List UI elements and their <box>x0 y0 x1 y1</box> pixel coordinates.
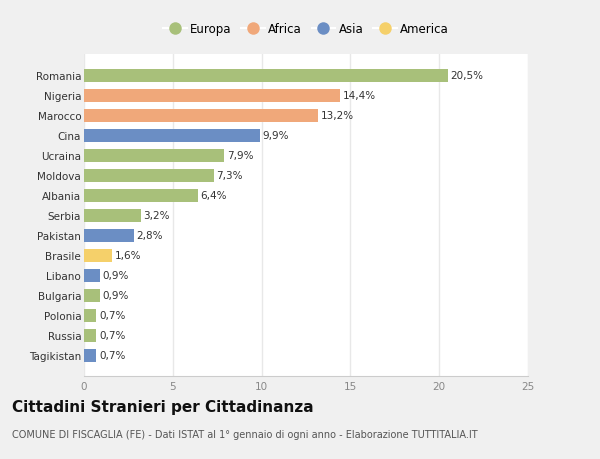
Text: 0,7%: 0,7% <box>99 350 125 360</box>
Text: 20,5%: 20,5% <box>451 71 484 81</box>
Bar <box>84 289 100 302</box>
Text: COMUNE DI FISCAGLIA (FE) - Dati ISTAT al 1° gennaio di ogni anno - Elaborazione : COMUNE DI FISCAGLIA (FE) - Dati ISTAT al… <box>12 429 478 439</box>
Bar <box>84 150 224 162</box>
Bar <box>84 349 97 362</box>
Text: Cittadini Stranieri per Cittadinanza: Cittadini Stranieri per Cittadinanza <box>12 399 314 414</box>
Text: 14,4%: 14,4% <box>343 91 376 101</box>
Bar <box>84 169 214 182</box>
Text: 7,3%: 7,3% <box>217 171 243 181</box>
Text: 0,9%: 0,9% <box>103 270 129 280</box>
Text: 7,9%: 7,9% <box>227 151 253 161</box>
Bar <box>84 209 141 222</box>
Bar <box>84 249 112 262</box>
Bar <box>84 229 134 242</box>
Text: 1,6%: 1,6% <box>115 251 142 261</box>
Text: 0,7%: 0,7% <box>99 330 125 340</box>
Bar <box>84 269 100 282</box>
Bar <box>84 90 340 102</box>
Text: 2,8%: 2,8% <box>136 231 163 241</box>
Bar <box>84 329 97 342</box>
Text: 0,9%: 0,9% <box>103 291 129 301</box>
Text: 13,2%: 13,2% <box>321 111 354 121</box>
Bar <box>84 189 197 202</box>
Bar <box>84 309 97 322</box>
Bar <box>84 70 448 83</box>
Text: 0,7%: 0,7% <box>99 310 125 320</box>
Legend: Europa, Africa, Asia, America: Europa, Africa, Asia, America <box>160 19 452 39</box>
Text: 6,4%: 6,4% <box>200 191 227 201</box>
Bar <box>84 129 260 142</box>
Text: 9,9%: 9,9% <box>262 131 289 141</box>
Bar <box>84 110 319 123</box>
Text: 3,2%: 3,2% <box>143 211 170 221</box>
